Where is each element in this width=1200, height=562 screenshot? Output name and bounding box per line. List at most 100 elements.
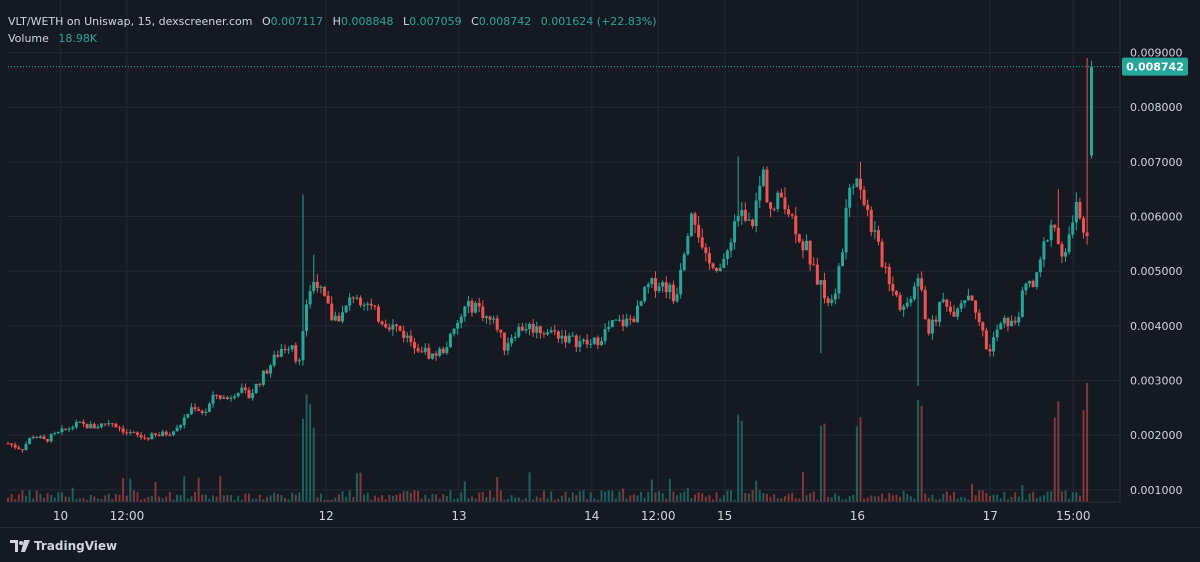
candle-body[interactable] (391, 324, 395, 330)
candle-body[interactable] (308, 291, 312, 305)
candle-body[interactable] (984, 330, 988, 350)
candle-body[interactable] (290, 345, 294, 350)
candle-body[interactable] (916, 278, 920, 287)
candle-body[interactable] (459, 316, 463, 323)
candle-body[interactable] (376, 306, 380, 322)
candle-body[interactable] (71, 427, 75, 429)
candle-body[interactable] (769, 202, 773, 209)
candle-body[interactable] (168, 434, 172, 436)
candles[interactable] (6, 58, 1094, 453)
candle-body[interactable] (722, 258, 726, 268)
candle-body[interactable] (790, 214, 794, 216)
candle-body[interactable] (20, 449, 24, 451)
candle-body[interactable] (17, 447, 21, 450)
candle-body[interactable] (53, 433, 57, 435)
candle-body[interactable] (423, 347, 427, 353)
candle-body[interactable] (542, 333, 546, 335)
candle-body[interactable] (430, 353, 434, 359)
candle-body[interactable] (64, 428, 68, 430)
candle-body[interactable] (31, 437, 35, 439)
candle-body[interactable] (880, 241, 884, 267)
candle-body[interactable] (805, 240, 809, 251)
candle-body[interactable] (948, 306, 952, 312)
candle-body[interactable] (592, 337, 596, 344)
candle-body[interactable] (812, 264, 816, 266)
candle-body[interactable] (128, 432, 132, 434)
candle-body[interactable] (92, 424, 96, 429)
candle-body[interactable] (279, 348, 283, 357)
candle-body[interactable] (85, 423, 89, 429)
candle-body[interactable] (1053, 224, 1057, 228)
candle-body[interactable] (1024, 283, 1028, 291)
candle-body[interactable] (182, 417, 186, 426)
candle-body[interactable] (463, 306, 467, 317)
candle-body[interactable] (772, 208, 776, 210)
candle-body[interactable] (474, 302, 478, 313)
candle-body[interactable] (628, 318, 632, 320)
candle-body[interactable] (269, 365, 273, 374)
candle-body[interactable] (294, 345, 298, 362)
candle-body[interactable] (387, 327, 391, 330)
candle-body[interactable] (438, 348, 442, 356)
candle-body[interactable] (74, 421, 78, 428)
candle-body[interactable] (330, 303, 334, 321)
candle-body[interactable] (528, 323, 532, 329)
candle-body[interactable] (402, 330, 406, 338)
candle-body[interactable] (261, 370, 265, 385)
candle-body[interactable] (520, 326, 524, 331)
candle-body[interactable] (121, 428, 125, 433)
candle-body[interactable] (420, 351, 424, 353)
candle-body[interactable] (200, 410, 204, 413)
candle-body[interactable] (233, 396, 237, 398)
candle-body[interactable] (13, 444, 17, 448)
candle-body[interactable] (668, 284, 672, 293)
candle-body[interactable] (715, 268, 719, 271)
candle-body[interactable] (747, 219, 751, 221)
candle-body[interactable] (546, 332, 550, 335)
candle-body[interactable] (398, 326, 402, 331)
candle-body[interactable] (646, 284, 650, 288)
candle-body[interactable] (761, 169, 765, 186)
candle-body[interactable] (495, 318, 499, 330)
candle-body[interactable] (484, 316, 488, 318)
candle-body[interactable] (808, 240, 812, 265)
candle-body[interactable] (779, 192, 783, 198)
candle-body[interactable] (513, 336, 517, 339)
candle-body[interactable] (499, 329, 503, 333)
candle-body[interactable] (675, 294, 679, 302)
candle-body[interactable] (67, 428, 71, 430)
candle-body[interactable] (1064, 252, 1068, 257)
candle-body[interactable] (1038, 259, 1042, 273)
candle-body[interactable] (56, 431, 60, 434)
candle-body[interactable] (538, 326, 542, 334)
candle-body[interactable] (157, 434, 161, 437)
candle-body[interactable] (621, 319, 625, 327)
candle-body[interactable] (718, 267, 722, 271)
candle-body[interactable] (736, 215, 740, 222)
candle-body[interactable] (139, 434, 143, 438)
candle-body[interactable] (254, 383, 258, 394)
candle-body[interactable] (574, 335, 578, 348)
candle-body[interactable] (686, 236, 690, 255)
candle-body[interactable] (1042, 241, 1046, 260)
candle-body[interactable] (359, 297, 363, 306)
candle-body[interactable] (28, 438, 32, 445)
candle-body[interactable] (351, 297, 355, 299)
candle-body[interactable] (409, 335, 413, 342)
candle-body[interactable] (815, 264, 819, 285)
candle-body[interactable] (1013, 320, 1017, 323)
candle-body[interactable] (560, 335, 564, 339)
candle-body[interactable] (841, 252, 845, 267)
candle-body[interactable] (35, 437, 39, 439)
candle-body[interactable] (171, 431, 175, 435)
candle-body[interactable] (995, 329, 999, 338)
candle-body[interactable] (348, 297, 352, 306)
candle-body[interactable] (265, 370, 269, 374)
candle-body[interactable] (697, 224, 701, 238)
candle-body[interactable] (571, 335, 575, 337)
candle-body[interactable] (488, 316, 492, 320)
candle-body[interactable] (150, 433, 154, 440)
candle-body[interactable] (524, 328, 528, 331)
candle-body[interactable] (725, 250, 729, 259)
candle-body[interactable] (657, 286, 661, 292)
